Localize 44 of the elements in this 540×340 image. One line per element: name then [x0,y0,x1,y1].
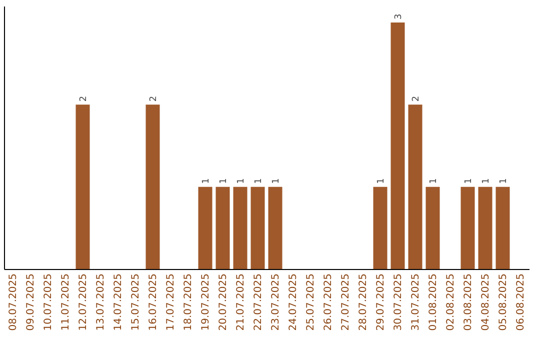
x-tick-label: 12.07.2025 [78,274,89,331]
data-label: 1 [254,178,264,184]
x-tick-label: 27.07.2025 [340,274,352,331]
data-label: 1 [201,178,212,184]
x-tick-label: 30.07.2025 [392,274,404,331]
data-label: 1 [498,178,509,184]
x-tick-label: 09.07.2025 [25,274,36,331]
x-tick-label: 26.07.2025 [322,274,334,331]
x-tick-label: 20.07.2025 [218,274,229,331]
data-label: 1 [218,178,229,184]
x-tick-label: 18.07.2025 [182,274,194,331]
x-tick-label: 19.07.2025 [200,274,212,331]
data-label: 2 [78,96,89,102]
data-label: 1 [481,178,492,184]
x-tick-label: 21.07.2025 [235,274,246,331]
x-tick-label: 10.07.2025 [42,274,54,331]
x-tick-label: 16.07.2025 [148,274,159,331]
x-tick-label: 31.07.2025 [410,274,422,331]
x-tick-label: 08.07.2025 [8,274,19,331]
x-tick-label: 25.07.2025 [305,274,316,331]
x-tick-label: 14.07.2025 [112,274,124,331]
data-label: 1 [236,178,246,184]
x-tick-label: 23.07.2025 [270,274,282,331]
x-tick-label: 17.07.2025 [165,274,176,331]
x-tick-label: 03.08.2025 [462,274,474,331]
x-tick-label: 15.07.2025 [130,274,142,331]
x-tick-label: 06.08.2025 [515,274,526,331]
x-tick-label: 04.08.2025 [480,274,492,331]
x-tick-label: 05.08.2025 [498,274,509,331]
data-label: 1 [464,178,474,184]
data-label: 2 [411,96,422,102]
x-tick-label: 24.07.2025 [288,274,299,331]
x-tick-label: 02.08.2025 [445,274,456,331]
x-tick-label: 28.07.2025 [358,274,369,331]
data-label: 2 [148,96,159,102]
x-tick-label: 11.07.2025 [60,274,72,331]
x-tick-label: 13.07.2025 [95,274,106,331]
data-label: 3 [394,14,404,20]
data-label: 1 [428,178,439,184]
x-tick-label: 22.07.2025 [252,274,264,331]
data-label: 1 [376,178,386,184]
x-tick-label: 29.07.2025 [375,274,386,331]
data-label: 1 [271,178,282,184]
x-tick-label: 01.08.2025 [428,274,439,331]
